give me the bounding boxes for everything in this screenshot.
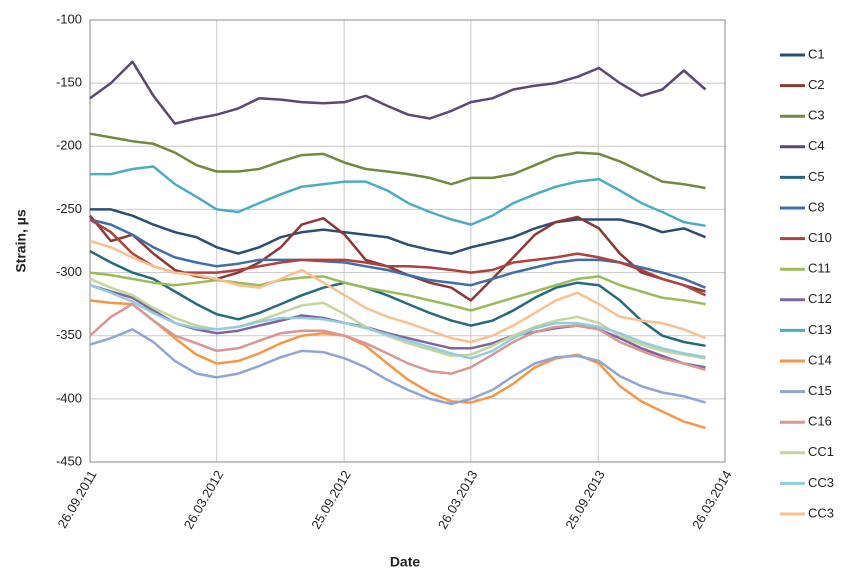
series-line — [89, 328, 706, 406]
series-line — [89, 60, 707, 125]
series-line — [89, 302, 706, 375]
series-line — [89, 218, 707, 297]
legend-label: C12 — [808, 291, 832, 306]
legend-label: CC3 — [808, 505, 834, 520]
series-line — [89, 132, 706, 190]
x-tick-label: 25.09.2013 — [562, 468, 608, 532]
legend-label: C11 — [808, 261, 831, 276]
legend-label: C8 — [808, 199, 825, 214]
series-line — [89, 284, 706, 369]
series-line — [90, 165, 706, 228]
series-line — [89, 218, 706, 289]
legend-label: C10 — [808, 230, 832, 245]
legend-label: CC3 — [808, 475, 834, 490]
y-tick-label: -400 — [56, 390, 82, 405]
x-axis-title: Date — [390, 554, 421, 570]
x-tick-label: 26.03.2012 — [181, 468, 227, 532]
y-tick-label: -200 — [56, 138, 82, 153]
y-tick-label: -100 — [56, 11, 82, 26]
legend-label: C1 — [808, 46, 825, 61]
series-line — [90, 208, 706, 255]
legend-label: C14 — [808, 352, 832, 367]
series-line — [89, 299, 706, 430]
series-line — [89, 250, 706, 348]
legend-label: C5 — [808, 169, 825, 184]
series-line — [89, 239, 706, 344]
x-tick-label: 26.03.2014 — [689, 468, 735, 532]
legend-label: C4 — [808, 138, 825, 153]
y-tick-label: -450 — [56, 453, 82, 468]
series-line — [89, 271, 706, 312]
legend-label: C13 — [808, 322, 832, 337]
legend-label: C15 — [808, 383, 832, 398]
x-tick-label: 26.09.2011 — [55, 468, 100, 531]
series-line — [89, 277, 706, 360]
x-tick-label: 25.09.2012 — [308, 468, 354, 532]
y-tick-label: -300 — [56, 264, 82, 279]
y-tick-label: -150 — [56, 75, 82, 90]
plot-frame — [89, 19, 726, 463]
y-axis-title: Strain, µs — [13, 209, 29, 273]
y-tick-label: -250 — [56, 201, 82, 216]
legend-label: C2 — [808, 77, 825, 92]
legend-label: C16 — [808, 414, 832, 429]
legend-label: CC1 — [808, 444, 834, 459]
series-line — [89, 284, 706, 360]
y-tick-label: -350 — [56, 327, 82, 342]
x-tick-label: 26.03.2013 — [435, 468, 481, 532]
legend-label: C3 — [808, 108, 825, 123]
